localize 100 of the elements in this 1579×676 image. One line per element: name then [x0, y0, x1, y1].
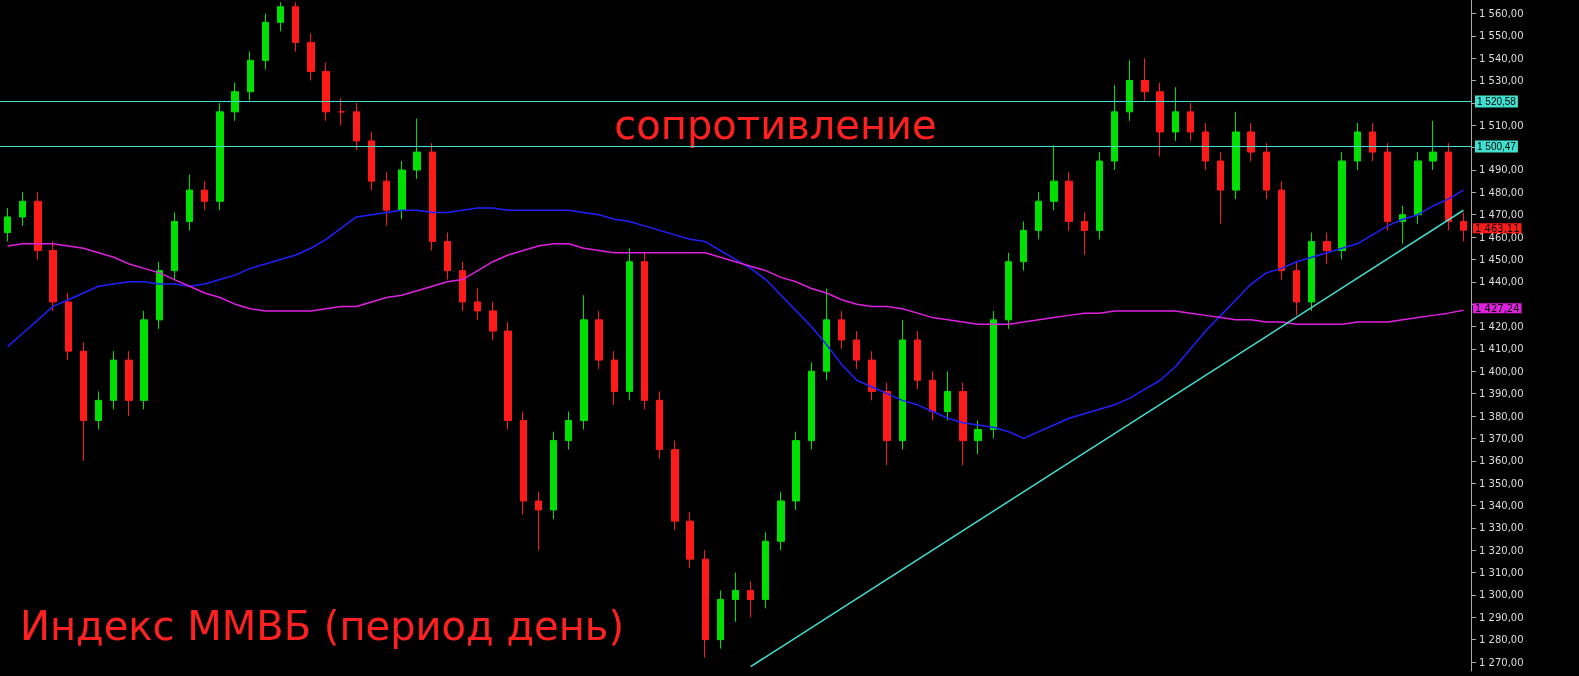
- y-tick-label: 1 550,00: [1479, 30, 1524, 42]
- candlestick: [125, 350, 133, 417]
- candlestick: [322, 62, 330, 122]
- candlestick: [110, 350, 117, 410]
- candlestick: [823, 288, 830, 381]
- candlestick: [277, 1, 284, 32]
- candlestick: [1323, 232, 1331, 265]
- candlestick: [641, 252, 648, 410]
- y-tick-label: 1 560,00: [1479, 7, 1524, 19]
- candlestick: [1232, 111, 1240, 200]
- candlestick: [792, 431, 800, 511]
- candlestick: [1293, 261, 1300, 316]
- y-tick-label: 1 390,00: [1479, 388, 1524, 400]
- candlestick: [580, 294, 588, 430]
- candlestick: [338, 97, 345, 126]
- candlestick: [732, 572, 739, 623]
- candlestick: [429, 142, 436, 252]
- candlestick: [1141, 57, 1149, 102]
- candlestick: [201, 180, 208, 211]
- candlestick: [808, 361, 815, 451]
- candlestick: [1308, 232, 1315, 312]
- candlestick: [1247, 122, 1255, 162]
- candlestick: [292, 1, 299, 52]
- candlestick: [838, 310, 845, 350]
- candlestick: [65, 292, 72, 361]
- candlestick: [520, 411, 527, 515]
- candlestick: [914, 330, 921, 390]
- candlestick: [626, 247, 633, 401]
- candlestick: [368, 131, 375, 191]
- candlestick: [1020, 220, 1027, 272]
- candlestick: [853, 330, 860, 370]
- text: 1 463,11: [1475, 222, 1520, 234]
- candlestick: [80, 341, 87, 462]
- y-tick-label: 1 440,00: [1479, 276, 1524, 288]
- ref-line-label: 1 500,47: [1477, 141, 1517, 153]
- y-tick-label: 1 350,00: [1479, 477, 1524, 489]
- candlestick: [262, 12, 269, 70]
- y-tick-label: 1 400,00: [1479, 365, 1524, 377]
- candlestick: [1263, 142, 1270, 200]
- candlestick: [611, 350, 618, 406]
- candlestick: [656, 390, 663, 460]
- candlestick: [944, 370, 951, 421]
- candlestick: [702, 549, 709, 659]
- y-tick-label: 1 290,00: [1479, 611, 1524, 623]
- y-tick-label: 1 540,00: [1479, 52, 1524, 64]
- candlestick: [247, 50, 254, 102]
- y-tick-label: 1 280,00: [1479, 634, 1524, 646]
- y-tick-label: 1 330,00: [1479, 522, 1524, 534]
- candlestick: [231, 82, 239, 122]
- candlestick: [868, 350, 876, 401]
- candlestick: [717, 589, 724, 650]
- candlestick: [1126, 59, 1133, 122]
- candlestick: [49, 241, 57, 312]
- ref-line-label: 1 520,58: [1477, 96, 1517, 108]
- candlestick: [565, 411, 572, 451]
- candlestick: [1414, 151, 1422, 225]
- candlestick: [504, 321, 512, 430]
- y-tick-label: 1 410,00: [1479, 343, 1524, 355]
- candlestick: [1172, 86, 1179, 142]
- candlestick: [1338, 151, 1346, 260]
- candlestick: [535, 491, 542, 551]
- candlestick: [19, 191, 26, 227]
- candlestick: [216, 102, 224, 211]
- candlestick: [883, 381, 891, 466]
- y-tick-label: 1 490,00: [1479, 164, 1524, 176]
- annotation: сопротивление: [614, 102, 937, 148]
- candlestick: [34, 191, 42, 260]
- candlestick: [1187, 102, 1194, 142]
- y-tick-label: 1 300,00: [1479, 589, 1524, 601]
- y-tick-label: 1 320,00: [1479, 544, 1524, 556]
- candlestick: [1081, 211, 1088, 256]
- candlestick: [1065, 171, 1073, 231]
- candlestick: [762, 531, 769, 609]
- candlestick: [1278, 180, 1285, 281]
- candlestick: [398, 160, 406, 220]
- candlestick: [4, 207, 11, 243]
- candlestick: [929, 370, 936, 421]
- line-series: [6, 243, 1465, 326]
- y-tick-label: 1 380,00: [1479, 410, 1524, 422]
- y-tick-label: 1 510,00: [1479, 119, 1524, 131]
- candlestick: [1035, 191, 1042, 240]
- candlestick: [1369, 122, 1376, 162]
- y-tick-label: 1 270,00: [1479, 656, 1524, 668]
- y-tick-label: 1 530,00: [1479, 75, 1524, 87]
- candlestick: [140, 310, 148, 410]
- candlestick: [413, 118, 421, 180]
- y-tick-label: 1 370,00: [1479, 432, 1524, 444]
- y-tick-label: 1 360,00: [1479, 455, 1524, 467]
- candlestick: [474, 288, 481, 321]
- candlestick: [1005, 252, 1012, 330]
- candlestick: [383, 171, 390, 227]
- candlestick: [489, 301, 497, 341]
- candlestick: [186, 173, 193, 231]
- candlestick: [1429, 120, 1437, 171]
- candlestick: [353, 102, 360, 151]
- candlestick: [959, 381, 967, 466]
- line-series: [6, 189, 1465, 440]
- candlestick: [307, 33, 315, 82]
- candlestick: [550, 431, 557, 520]
- candlestick: [156, 261, 163, 330]
